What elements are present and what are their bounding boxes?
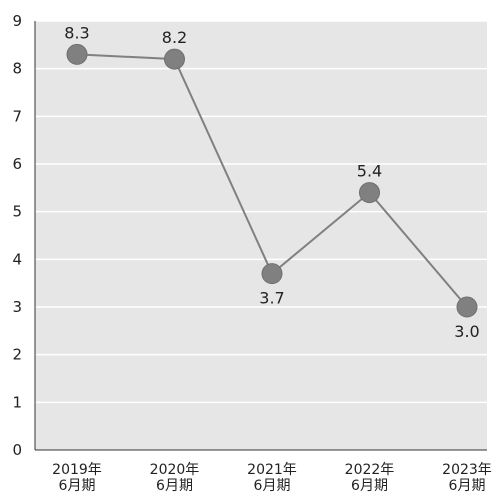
x-tick-label-1-line-1: 6月期 [156,478,193,494]
x-tick-label-2-line-1: 6月期 [254,478,291,494]
data-point-3 [359,182,380,204]
y-tick-label-5: 5 [12,203,22,221]
y-tick-label-1: 1 [12,393,22,411]
data-point-2 [261,263,283,285]
data-point-4 [456,296,478,318]
data-label-1: 8.2 [162,28,187,47]
y-tick-label-6: 6 [12,155,22,173]
x-tick-label-3-line-0: 2022年 [345,462,395,478]
y-tick-label-8: 8 [12,60,22,78]
data-point-1 [164,48,185,70]
data-label-3: 5.4 [357,162,382,181]
data-label-2: 3.7 [259,289,284,308]
x-tick-label-4-line-0: 2023年 [442,462,492,478]
y-tick-label-4: 4 [12,250,22,268]
plot-area [35,21,487,450]
x-tick-label-0-line-1: 6月期 [59,478,96,494]
y-tick-label-3: 3 [12,298,22,316]
data-point-0 [66,43,88,65]
x-tick-label-3-line-1: 6月期 [351,478,388,494]
y-tick-label-9: 9 [12,12,22,30]
y-tick-label-7: 7 [12,107,22,125]
data-label-4: 3.0 [454,322,479,341]
x-tick-label-0-line-0: 2019年 [52,462,102,478]
data-label-0: 8.3 [64,23,89,42]
x-tick-label-4-line-1: 6月期 [449,478,486,494]
x-tick-label-1-line-0: 2020年 [150,462,200,478]
x-tick-label-2-line-0: 2021年 [247,462,297,478]
y-tick-label-2: 2 [12,346,22,364]
y-tick-label-0: 0 [12,441,22,459]
